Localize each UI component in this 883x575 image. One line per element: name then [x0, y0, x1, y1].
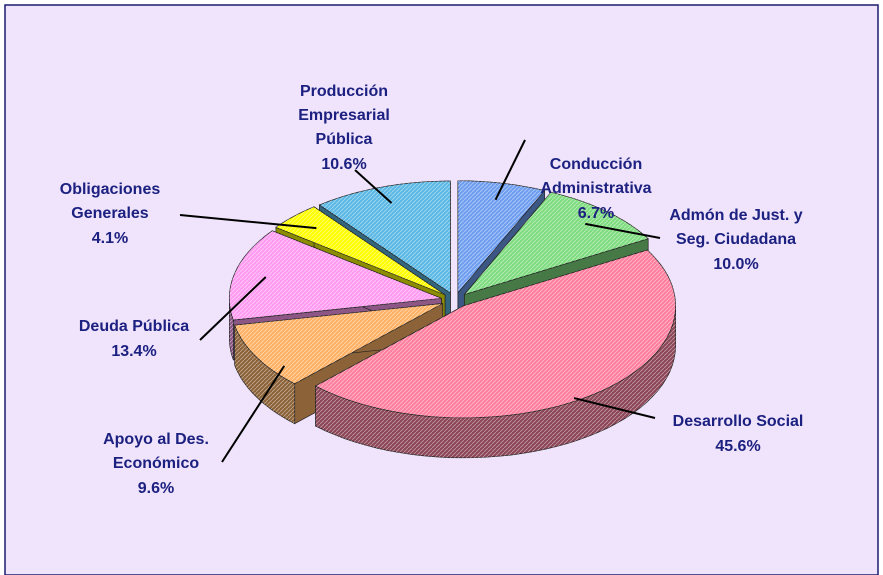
- slice-texture: [464, 192, 649, 295]
- slice-wall-texture: [315, 305, 676, 458]
- slice-value-label: 10.0%: [713, 256, 758, 273]
- slice-label: Conducción Administrativa: [540, 156, 651, 197]
- slice-wall-texture: [229, 298, 234, 360]
- leader-line: [494, 139, 526, 201]
- leader-line: [221, 365, 286, 463]
- slice-texture: [229, 230, 442, 320]
- slice-value-label: 9.6%: [138, 480, 174, 497]
- slice-texture: [319, 181, 451, 293]
- slice-texture: [275, 206, 445, 295]
- slice-label: Apoyo al Des. Económico: [103, 431, 209, 472]
- slice-texture: [315, 250, 676, 418]
- slice-value-label: 45.6%: [715, 438, 760, 455]
- slice-value-label: 10.6%: [321, 156, 366, 173]
- slice-label: Desarrollo Social: [673, 413, 804, 430]
- leader-line: [585, 222, 661, 239]
- leader-line: [573, 397, 656, 419]
- slice-label: Admón de Just. y Seg. Ciudadana: [669, 207, 802, 248]
- leader-line: [354, 169, 393, 204]
- slice-label: Obligaciones Generales: [60, 181, 161, 222]
- slice-value-label: 13.4%: [111, 343, 156, 360]
- slice-wall-texture: [234, 325, 295, 424]
- leader-line: [179, 214, 317, 230]
- slice-value-label: 4.1%: [92, 230, 128, 247]
- slice-texture: [234, 303, 443, 384]
- slice-texture: [457, 180, 545, 293]
- leader-line: [199, 276, 267, 341]
- slice-label: Producción Empresarial Pública: [298, 83, 390, 148]
- slice-label: Deuda Pública: [79, 318, 189, 335]
- slice-value-label: 6.7%: [578, 205, 614, 222]
